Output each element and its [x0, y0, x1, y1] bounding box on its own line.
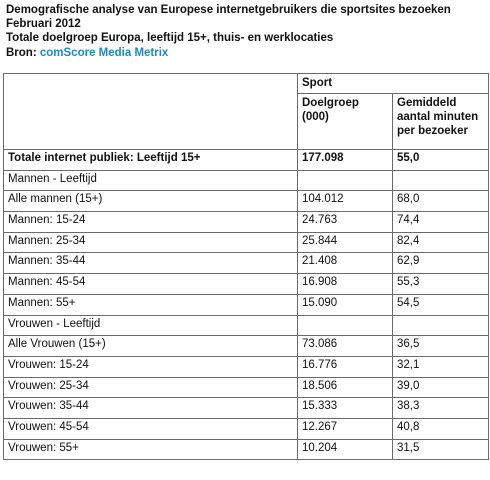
avg-minutes-value: 74,4 [392, 211, 489, 233]
source-line: Bron: comScore Media Metrix [6, 46, 486, 60]
table-row: Mannen: 15-24 24.763 74,4 [3, 211, 489, 233]
table-header-row-group: Sport [3, 73, 489, 150]
demographics-table: Sport Doelgroep (000) Gemiddeld aantal m… [3, 73, 489, 461]
row-label: Vrouwen: 45-54 [3, 417, 298, 440]
row-label: Vrouwen: 55+ [3, 438, 298, 461]
row-label: Vrouwen: 25-34 [3, 376, 298, 399]
table-row: Vrouwen: 45-54 12.267 40,8 [3, 417, 489, 440]
row-label: Mannen: 45-54 [3, 273, 298, 295]
row-label: Mannen: 15-24 [3, 211, 298, 233]
audience-value: 16.776 [297, 355, 393, 378]
row-label: Mannen - Leeftijd [3, 169, 298, 192]
table-row: Vrouwen: 35-44 15.333 38,3 [3, 397, 489, 419]
table-row: Vrouwen: 15-24 16.776 32,1 [3, 355, 489, 378]
audience-value: 15.090 [297, 293, 393, 316]
avg-minutes-value: 68,0 [392, 190, 489, 213]
audience-value: 73.086 [297, 335, 393, 357]
source-label: Bron: [6, 46, 40, 59]
audience-value: 18.506 [297, 376, 393, 399]
audience-value [297, 169, 393, 192]
avg-minutes-value: 62,9 [392, 252, 489, 275]
audience-value: 12.267 [297, 417, 393, 440]
table-header-row-columns: Doelgroep (000) Gemiddeld aantal minuten… [4, 93, 489, 150]
audience-value: 10.204 [297, 438, 393, 461]
header: Demografische analyse van Europese inter… [6, 3, 486, 60]
avg-minutes-value: 38,3 [392, 397, 489, 419]
row-label: Vrouwen - Leeftijd [3, 314, 298, 337]
avg-minutes-value: 32,1 [392, 355, 489, 378]
table-row: Alle mannen (15+) 104.012 68,0 [3, 190, 489, 213]
table-row: Mannen: 55+ 15.090 54,5 [3, 293, 489, 316]
table-row: Vrouwen: 55+ 10.204 31,5 [3, 438, 489, 461]
table-row: Vrouwen - Leeftijd [3, 314, 489, 337]
avg-minutes-value: 54,5 [392, 293, 489, 316]
row-label: Vrouwen: 15-24 [3, 355, 298, 378]
source-link[interactable]: comScore Media Metrix [39, 46, 169, 59]
table-row: Vrouwen: 25-34 18.506 39,0 [3, 376, 489, 399]
audience-value: 24.763 [297, 211, 393, 233]
avg-minutes-value: 55,3 [392, 273, 489, 295]
row-label: Vrouwen: 35-44 [3, 397, 298, 419]
table-row: Mannen: 35-44 21.408 62,9 [3, 252, 489, 275]
row-label: Mannen: 35-44 [3, 252, 298, 275]
avg-minutes-value: 36,5 [392, 335, 489, 357]
header-audience: Doelgroep (000) [297, 93, 393, 150]
subtitle: Totale doelgroep Europa, leeftijd 15+, t… [6, 32, 334, 45]
row-label: Alle Vrouwen (15+) [3, 335, 298, 357]
audience-value: 15.333 [297, 397, 393, 419]
row-label: Mannen: 25-34 [3, 231, 298, 254]
title-line-2: Februari 2012 [6, 18, 81, 31]
audience-value: 16.908 [297, 273, 393, 295]
header-empty-cell [3, 73, 298, 150]
table-row: Alle Vrouwen (15+) 73.086 36,5 [3, 335, 489, 357]
header-avg-minutes: Gemiddeld aantal minuten per bezoeker [392, 93, 489, 150]
avg-minutes-value: 40,8 [392, 417, 489, 440]
avg-minutes-value: 82,4 [392, 231, 489, 254]
avg-minutes-value [392, 169, 489, 192]
table-body: Sport Doelgroep (000) Gemiddeld aantal m… [3, 73, 489, 461]
table-row: Totale internet publiek: Leeftijd 15+ 177… [3, 149, 489, 171]
avg-minutes-value: 55,0 [392, 149, 489, 171]
audience-value: 21.408 [297, 252, 393, 275]
table-row: Mannen: 45-54 16.908 55,3 [3, 273, 489, 295]
avg-minutes-value [392, 314, 489, 337]
table-row: Mannen: 25-34 25.844 82,4 [3, 231, 489, 254]
title-line-1: Demografische analyse van Europese inter… [6, 4, 451, 16]
avg-minutes-value: 31,5 [392, 438, 489, 461]
audience-value [297, 314, 393, 337]
row-label: Totale internet publiek: Leeftijd 15+ [3, 149, 298, 171]
row-label: Mannen: 55+ [3, 293, 298, 316]
avg-minutes-value: 39,0 [392, 376, 489, 399]
table-row: Mannen - Leeftijd [3, 169, 489, 192]
audience-value: 104.012 [297, 190, 393, 213]
header-group-sport: Sport [297, 73, 489, 94]
row-label: Alle mannen (15+) [3, 190, 298, 213]
audience-value: 25.844 [297, 231, 393, 254]
audience-value: 177.098 [297, 149, 393, 171]
